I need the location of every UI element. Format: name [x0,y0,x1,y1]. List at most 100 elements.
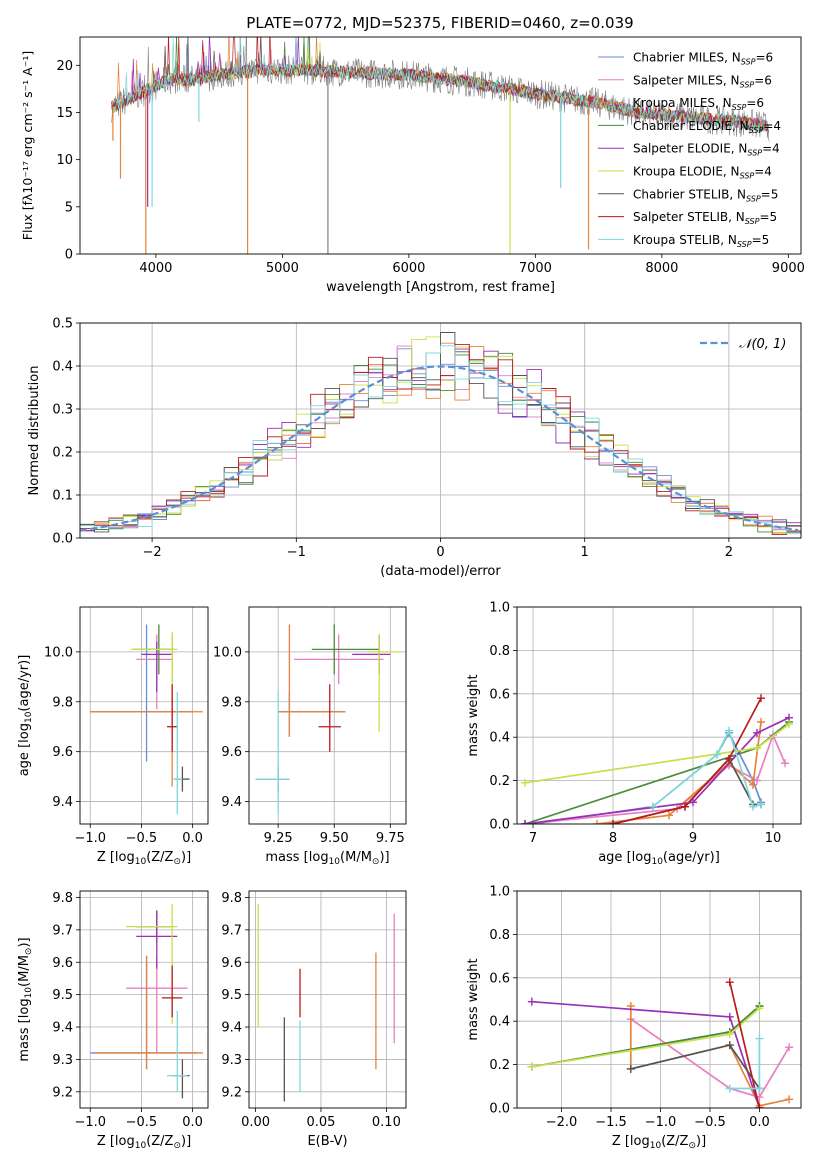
label-subscript: 10 [329,857,341,867]
x-tick-label: 6000 [392,261,425,276]
x-tick-label: 0.0 [749,1115,770,1130]
y-tick-label: 9.6 [221,956,242,971]
y-tick-label: 1.0 [489,601,510,616]
series-marker [593,820,601,824]
label-segment: Z [log [97,850,135,865]
label-segment: mass [log [17,998,32,1061]
y-tick-label: 10.0 [213,645,242,660]
y-tick-label: 0.0 [489,818,510,833]
panel-age-vs-Z: −1.0 −0.5 0.09.49.69.810.0Z [log10(Z/Z⊙)]a… [17,606,209,867]
legend-text: =4 [762,142,780,156]
y-axis-label: Normed distribution [27,366,42,496]
label-segment: )] [181,850,191,865]
x-tick-label: 8 [609,831,617,846]
y-tick-label: 10 [56,153,73,168]
label-segment: )] [181,1134,191,1149]
series-marker [755,1004,764,1013]
legend-text: =5 [761,187,779,201]
series-marker [785,1095,794,1104]
x-tick-label: −0.5 [126,1115,158,1130]
series-marker [749,780,757,789]
series-marker [725,754,733,763]
x-tick-label: 1 [581,545,589,560]
legend-entry: Kroupa MILES, NSSP=6 [633,96,764,112]
label-segment: (age/yr)] [663,850,720,865]
y-tick-label: 9.5 [221,988,242,1003]
legend-text: Kroupa STELIB, N [633,233,737,247]
label-segment: (Z/Z [146,850,173,865]
x-tick-label: 9.75 [376,831,405,846]
x-tick-label: 9.25 [264,831,293,846]
axes-frame [516,890,802,1109]
legend-entry: Chabrier STELIB, NSSP=5 [633,187,778,203]
panel-residual-hist: −2 −1 0 1 2 0.0 0.1 0.2 0.3 0.4 0.5 (data-model)/er… [27,317,802,579]
series-marker [649,802,657,811]
legend-text: =6 [755,51,773,65]
y-tick-label: 9.8 [221,891,242,906]
label-subscript: ⊙ [173,1141,181,1151]
error-bars [257,903,395,1102]
y-tick-label: 5 [65,200,73,215]
y-tick-label: 9.8 [221,695,242,710]
series-marker [753,728,761,737]
x-axis-label: E(B-V) [307,1134,347,1149]
legend-text: =5 [759,210,777,224]
axes-frame [248,890,407,1109]
y-tick-label: 9.4 [221,1021,242,1036]
y-tick-label: 0 [65,248,73,263]
y-tick-label: 0.5 [52,317,73,332]
y-tick-label: 9.6 [221,745,242,760]
label-segment: mass [log [265,850,328,865]
series-marker [725,1041,734,1050]
series-marker [626,1064,635,1073]
x-axis-label: mass [log10(M/M⊙)] [265,850,389,867]
series-marker [521,820,529,824]
x-tick-label: −1 [287,545,306,560]
x-tick-label: 9000 [772,261,805,276]
series-marker [753,744,761,753]
legend-entry: Chabrier ELODIE, NSSP=4 [633,119,781,135]
y-tick-label: 9.4 [52,795,73,810]
label-subscript: 10 [651,857,663,867]
series-marker [785,720,793,729]
x-tick-label: 0.00 [241,1115,270,1130]
y-tick-label: 1.0 [489,885,510,900]
x-tick-label: 9 [689,831,697,846]
legend-text: Salpeter ELODIE, N [633,142,747,156]
x-tick-label: 8000 [645,261,678,276]
legend-subscript: SSP [737,240,752,249]
y-tick-label: 0.2 [52,446,73,461]
series-marker [725,1084,734,1093]
label-segment: (age/yr)] [17,655,32,712]
series-line [728,981,761,1108]
y-tick-label: 9.8 [52,891,73,906]
legend-text: Kroupa ELODIE, N [633,165,740,179]
y-tick-label: 0.0 [489,1102,510,1117]
y-tick-label: 0.6 [489,971,510,986]
legend-entry: Salpeter ELODIE, NSSP=4 [633,142,780,158]
legend-entry: Kroupa STELIB, NSSP=5 [633,233,769,249]
y-tick-label: 0.2 [489,774,510,789]
legend-subscript: SSP [740,80,755,89]
legend-subscript: SSP [745,217,760,226]
series-marker [785,1043,794,1052]
series-marker [725,978,734,987]
x-tick-label: 2 [725,545,733,560]
y-tick-label: 9.4 [52,1021,73,1036]
x-tick-label: 0.05 [306,1115,335,1130]
legend-entry: Kroupa ELODIE, NSSP=4 [633,165,772,181]
y-axis-label: Flux [fλ10⁻¹⁷ erg cm⁻² s⁻¹ A⁻¹] [20,51,35,240]
legend-entry: Salpeter STELIB, NSSP=5 [633,210,777,226]
legend-text: Salpeter STELIB, N [633,210,745,224]
series-marker [725,1030,734,1039]
label-segment: )] [379,850,389,865]
x-tick-label: −1.0 [74,1115,106,1130]
x-tick-label: 5000 [266,261,299,276]
label-subscript: 10 [135,1141,147,1151]
x-tick-label: −2.0 [546,1115,578,1130]
series-marker [665,811,673,820]
figure-title: PLATE=0772, MJD=52375, FIBERID=0460, z=0… [246,14,633,32]
y-axis-label: mass weight [466,674,481,756]
